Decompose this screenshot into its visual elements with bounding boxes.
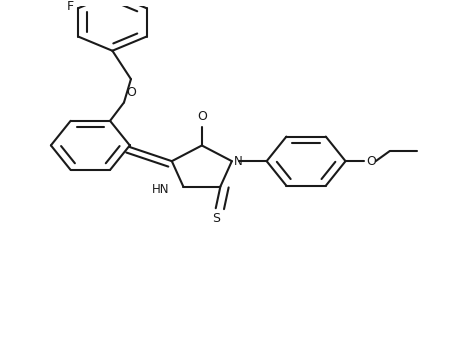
Text: O: O bbox=[126, 86, 136, 99]
Text: S: S bbox=[211, 212, 219, 225]
Text: O: O bbox=[196, 110, 206, 123]
Text: F: F bbox=[66, 0, 74, 13]
Text: O: O bbox=[366, 155, 375, 168]
Text: N: N bbox=[234, 155, 243, 168]
Text: HN: HN bbox=[151, 183, 169, 197]
